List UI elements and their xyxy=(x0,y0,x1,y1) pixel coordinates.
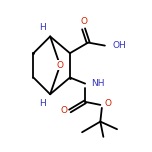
Text: O: O xyxy=(80,17,87,26)
Text: H: H xyxy=(39,99,46,108)
Text: OH: OH xyxy=(112,41,126,50)
Text: O: O xyxy=(57,61,64,70)
Text: NH: NH xyxy=(91,79,105,88)
Text: H: H xyxy=(39,23,46,32)
Text: O: O xyxy=(60,106,67,116)
Text: O: O xyxy=(105,99,112,108)
